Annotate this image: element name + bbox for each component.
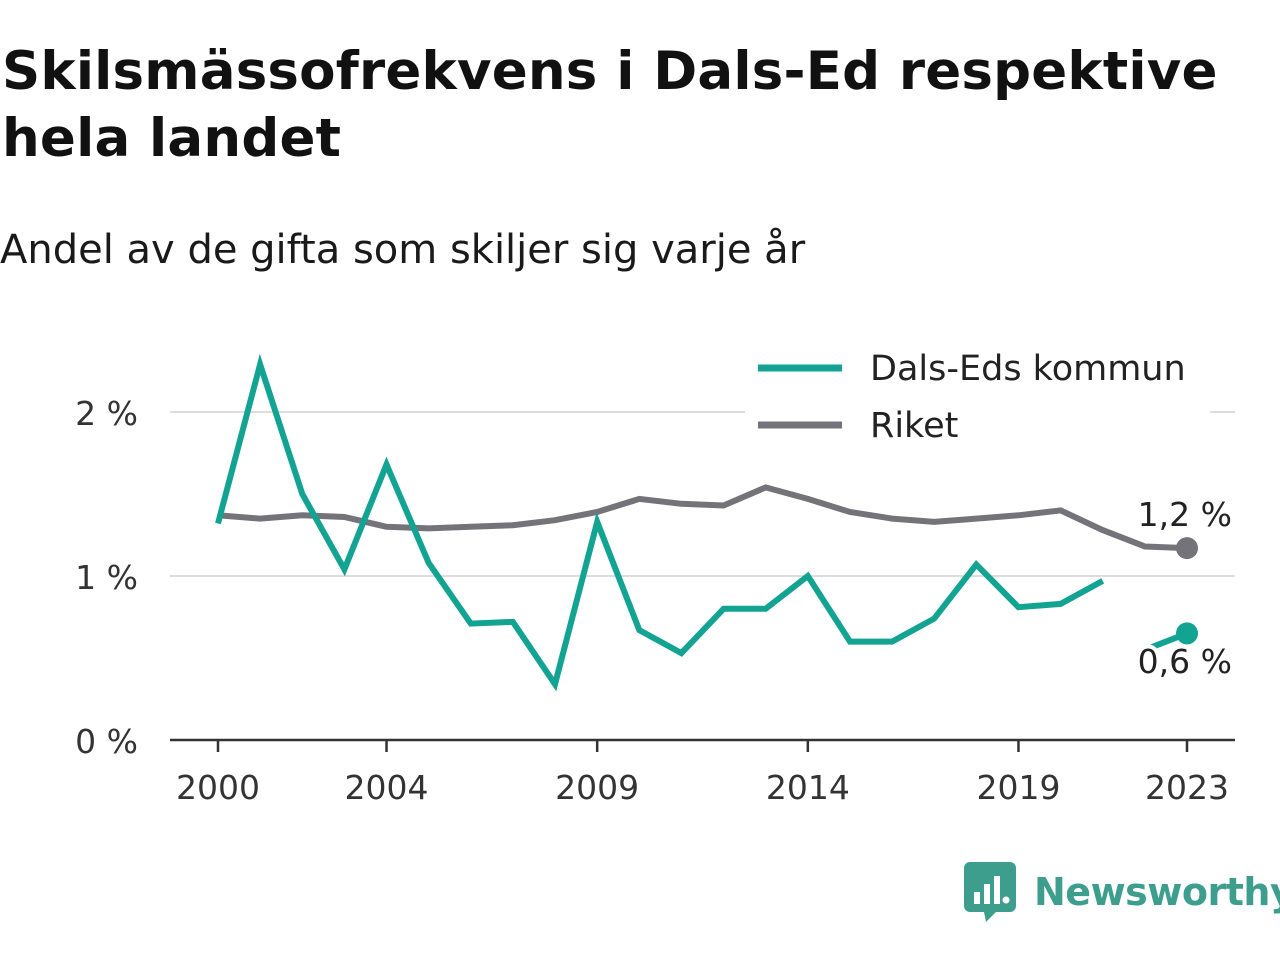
brand-name: Newsworthy xyxy=(1034,870,1280,914)
newsworthy-logo-icon xyxy=(964,862,1016,922)
x-tick-label: 2023 xyxy=(1145,768,1229,807)
y-tick-label: 1 % xyxy=(75,558,138,597)
x-tick-label: 2000 xyxy=(176,768,260,807)
brand: Newsworthy xyxy=(964,862,1280,922)
y-tick-label: 2 % xyxy=(75,394,138,433)
y-tick-label: 0 % xyxy=(75,722,138,761)
x-tick-label: 2009 xyxy=(555,768,639,807)
end-labels: 1,2 % 0,6 % xyxy=(1134,495,1236,685)
legend-background xyxy=(745,340,1210,452)
x-tick-label: 2019 xyxy=(976,768,1060,807)
x-tick-label: 2004 xyxy=(345,768,429,807)
chart-title: Skilsmässofrekvens i Dals-Ed respektive … xyxy=(2,41,1218,169)
x-tick-label: 2014 xyxy=(766,768,850,807)
end-point xyxy=(1176,622,1198,645)
legend: Dals-Eds kommun Riket xyxy=(745,340,1210,452)
legend-label: Riket xyxy=(870,406,958,446)
end-label: 0,6 % xyxy=(1138,642,1232,681)
series-line-riket xyxy=(217,484,1188,552)
series-line-dals-eds-kommun xyxy=(215,353,1105,692)
chart-subtitle: Andel av de gifta som skiljer sig varje … xyxy=(0,227,806,273)
end-point xyxy=(1176,537,1198,560)
x-axis: 2000 2004 2009 2014 2019 2023 xyxy=(170,738,1235,807)
end-label: 1,2 % xyxy=(1138,495,1232,534)
y-axis: 0 % 1 % 2 % xyxy=(75,394,138,761)
series-lines xyxy=(215,353,1198,692)
legend-label: Dals-Eds kommun xyxy=(870,349,1186,389)
